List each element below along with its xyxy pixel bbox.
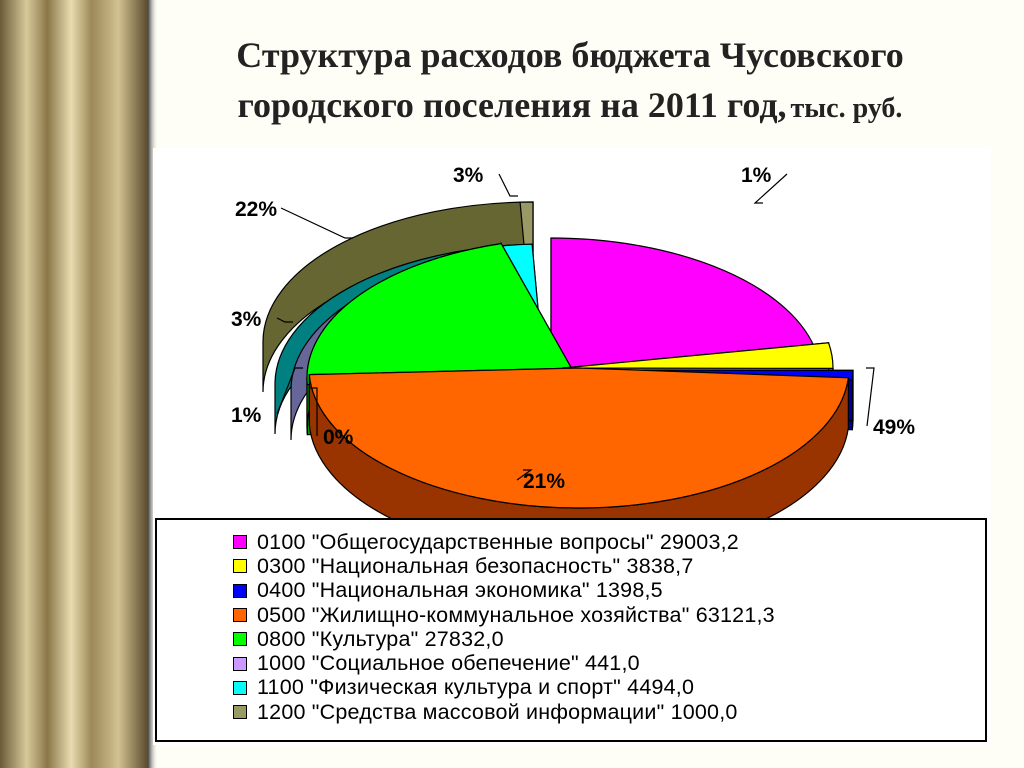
legend: 0100 "Общегосударственные вопросы" 29003…: [155, 518, 987, 742]
legend-item-0100: 0100 "Общегосударственные вопросы" 29003…: [233, 530, 775, 554]
legend-item-0400: 0400 "Национальная экономика" 1398,5: [233, 578, 775, 603]
pct-label-1200: 1%: [231, 404, 262, 427]
leader-line-1100: [276, 317, 293, 323]
leader-line-0400: [753, 173, 788, 204]
legend-item-1100: 1100 "Физическая культура и спорт" 4494,…: [233, 675, 775, 700]
slide-title: Структура расходов бюджета Чусовского го…: [150, 30, 990, 131]
legend-item-1000: 1000 "Социальное обепечение" 441,0: [233, 651, 775, 675]
leader-line-1000: [309, 387, 318, 436]
legend-label-0100: 0100 "Общегосударственные вопросы" 29003…: [257, 529, 739, 554]
leader-line-1200: [276, 367, 303, 415]
legend-label-1000: 1000 "Социальное обепечение" 441,0: [257, 651, 640, 676]
pie-slice-0500: [308, 367, 850, 520]
pct-label-0800: 21%: [523, 470, 565, 493]
leader-line-0500: [866, 367, 875, 427]
legend-swatch-0300: [233, 559, 247, 574]
legend-label-0300: 0300 "Национальная безопасность" 3838,7: [257, 553, 694, 578]
pct-label-0100: 22%: [235, 198, 277, 221]
legend-label-0500: 0500 "Жилищно-коммунальное хозяйства" 63…: [257, 602, 775, 627]
title-unit: тыс. руб.: [790, 93, 903, 125]
legend-swatch-0500: [233, 608, 247, 623]
legend-item-0500: 0500 "Жилищно-коммунальное хозяйства" 63…: [233, 603, 775, 627]
pct-label-0400: 1%: [741, 164, 772, 187]
pie-chart: 22% 3% 1% 49% 21% 0% 3% 1%: [231, 164, 915, 520]
legend-swatch-1200: [233, 705, 247, 720]
legend-label-1100: 1100 "Физическая культура и спорт" 4494,…: [257, 675, 695, 700]
legend-swatch-1100: [233, 680, 247, 695]
title-main: Структура расходов бюджета Чусовского го…: [236, 35, 904, 126]
legend-item-1200: 1200 "Средства массовой информации" 1000…: [233, 700, 775, 724]
legend-label-0800: 0800 "Культура" 27832,0: [257, 626, 504, 651]
legend-list: 0100 "Общегосударственные вопросы" 29003…: [233, 530, 775, 724]
legend-label-0400: 0400 "Национальная экономика" 1398,5: [257, 578, 663, 603]
legend-swatch-1000: [233, 656, 247, 671]
pct-label-0300: 3%: [453, 164, 484, 187]
legend-swatch-0100: [233, 535, 247, 550]
leader-line-0300: [498, 173, 518, 197]
legend-item-0800: 0800 "Культура" 27832,0: [233, 627, 775, 651]
pct-label-1100: 3%: [231, 308, 262, 331]
legend-label-1200: 1200 "Средства массовой информации" 1000…: [257, 699, 738, 724]
legend-swatch-0800: [233, 632, 247, 647]
chart-panel: 22% 3% 1% 49% 21% 0% 3% 1% 0100 "Общегосударств…: [153, 148, 991, 745]
pct-label-0500: 49%: [873, 416, 915, 439]
pct-label-1000: 0%: [323, 426, 354, 449]
legend-swatch-0400: [233, 583, 247, 598]
legend-item-0300: 0300 "Национальная безопасность" 3838,7: [233, 554, 775, 578]
leader-line-0100: [280, 207, 353, 239]
leader-line-0800: [516, 469, 533, 481]
